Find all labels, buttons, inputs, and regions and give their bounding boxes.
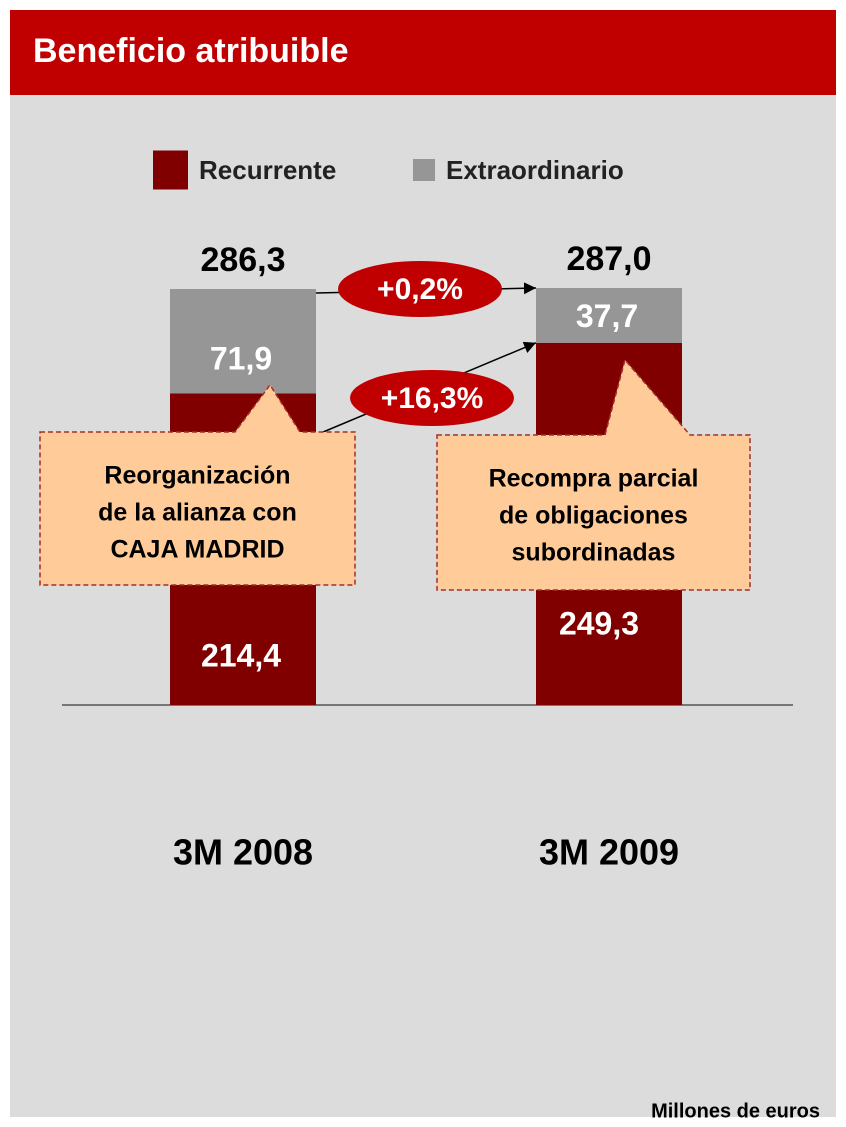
callout-text: CAJA MADRID (110, 536, 284, 564)
legend-swatch (413, 159, 435, 181)
callout-text: Reorganización (104, 462, 290, 490)
callout (39, 383, 356, 586)
legend-label: Recurrente (199, 155, 336, 185)
callout-text: de la alianza con (98, 499, 297, 527)
callout-text: Recompra parcial (489, 465, 699, 493)
legend-label: Extraordinario (446, 155, 624, 185)
change-label: +0,2% (377, 273, 463, 306)
chart-title: Beneficio atribuible (33, 32, 349, 70)
total-label: 287,0 (566, 240, 651, 278)
change-bubble (350, 370, 514, 426)
bar-segment (170, 289, 316, 394)
value-label: 37,7 (576, 298, 638, 334)
x-tick-label: 3M 2008 (173, 832, 313, 873)
callout (436, 358, 751, 591)
callout-text: de obligaciones (499, 502, 688, 530)
total-label: 286,3 (200, 241, 285, 279)
bar-segment (536, 288, 682, 343)
x-tick-label: 3M 2009 (539, 832, 679, 873)
background (10, 95, 836, 1117)
value-label: 71,9 (210, 340, 272, 376)
unit-note: Millones de euros (651, 1100, 820, 1122)
change-bubble (338, 261, 502, 318)
value-label: 214,4 (201, 637, 281, 673)
value-label: 249,3 (559, 605, 639, 641)
legend-swatch (153, 150, 188, 190)
callout-text: subordinadas (512, 539, 676, 567)
change-label: +16,3% (381, 382, 484, 415)
header (10, 10, 836, 95)
